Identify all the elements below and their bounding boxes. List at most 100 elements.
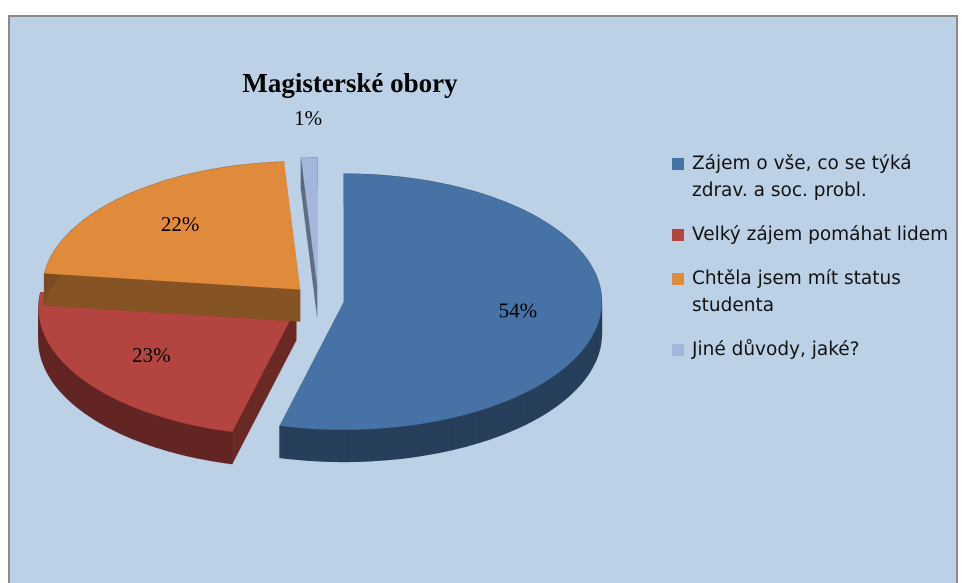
slice-rim <box>485 406 493 442</box>
slice-rim <box>196 425 204 460</box>
slice-rim <box>547 376 553 413</box>
slice-rim <box>408 424 417 459</box>
legend-item: Velký zájem pomáhat lidem <box>672 221 952 248</box>
slice-rim <box>532 385 538 422</box>
slice <box>38 292 297 432</box>
slice-rim <box>279 425 288 460</box>
slice-rim <box>415 423 424 458</box>
slice-rim <box>65 364 70 402</box>
slice-rim <box>155 414 163 450</box>
slice-rim <box>210 428 218 463</box>
slice-rim <box>363 428 372 462</box>
slice <box>301 157 318 286</box>
slice-rim <box>182 422 190 457</box>
slice-rim <box>400 425 410 459</box>
slice-rim <box>103 392 110 429</box>
slice-rim <box>347 429 357 463</box>
legend-item: Jiné důvody, jaké? <box>672 336 952 363</box>
slice-rim <box>355 429 364 463</box>
legend-label: Velký zájem pomáhat lidem <box>692 224 949 245</box>
legend-swatch <box>672 273 684 285</box>
slice-rim <box>301 427 311 462</box>
slice-rim <box>294 427 303 461</box>
data-label: 54% <box>499 299 538 323</box>
slice-rim <box>80 377 86 415</box>
slice-rim <box>465 412 473 447</box>
slice-rim <box>46 339 50 378</box>
legend-label: Zájem o vše, co se týká zdrav. a soc. pr… <box>692 153 912 201</box>
slice-rim <box>89 384 95 421</box>
slice-rim <box>224 430 233 465</box>
slice-rim <box>437 419 446 454</box>
slice-rim <box>497 401 505 437</box>
slice-rim <box>131 406 138 442</box>
slice-rim <box>478 408 486 444</box>
slice-rim <box>542 379 548 416</box>
slice-rim <box>109 395 115 432</box>
slice-rim <box>393 426 402 460</box>
slice-rim <box>50 346 55 385</box>
slice-rim <box>575 353 580 391</box>
slice-rim <box>515 394 522 430</box>
legend-swatch <box>672 158 684 170</box>
slice-rim <box>509 396 517 433</box>
slice-rim <box>581 346 586 384</box>
slice-rim <box>69 368 74 405</box>
data-label: 22% <box>161 212 200 236</box>
slice-rim <box>503 399 511 435</box>
legend-swatch <box>672 229 684 241</box>
slice-rim <box>59 357 63 395</box>
slice-rim <box>526 388 533 425</box>
slice-rim <box>423 421 432 456</box>
slice-rim <box>472 410 480 446</box>
slice-rim <box>53 350 57 388</box>
legend-label: Jiné důvody, jaké? <box>692 339 860 360</box>
slice-group <box>279 173 603 463</box>
slice-rim <box>114 398 121 434</box>
slice-rim <box>72 371 78 408</box>
slice-rim <box>189 424 197 459</box>
slice-rim <box>98 389 105 426</box>
slice-rim <box>286 426 295 460</box>
slice-rim <box>76 374 82 412</box>
legend-label: Chtěla jsem mít status studenta <box>692 268 901 316</box>
slice-rim <box>217 429 226 464</box>
slice-rim <box>85 380 90 418</box>
slice-rim <box>589 335 593 374</box>
slice-rim <box>370 428 380 462</box>
slice-rim <box>149 412 157 448</box>
slice-rim <box>385 427 395 461</box>
legend-item: Chtěla jsem mít status studenta <box>672 265 952 319</box>
slice <box>44 161 301 290</box>
slice-rim <box>168 418 176 454</box>
slice-rim <box>551 373 557 410</box>
slice-rim <box>324 429 334 463</box>
slice-rim <box>56 354 60 392</box>
slice-rim <box>491 403 499 440</box>
slice-rim <box>48 343 52 381</box>
slice-rim <box>537 382 543 419</box>
legend: Zájem o vše, co se týká zdrav. a soc. pr… <box>672 150 952 380</box>
slice-rim <box>162 416 170 452</box>
slice-rim <box>175 420 183 456</box>
slice-rim <box>125 403 132 439</box>
slice-rim <box>451 415 460 451</box>
slice-cut <box>301 158 318 318</box>
slice-rim <box>137 408 144 444</box>
slice-rim <box>568 360 573 398</box>
slice-rim <box>521 391 528 427</box>
slice-cut <box>232 308 297 464</box>
slice-rim <box>309 428 318 462</box>
slice-rim <box>430 420 439 455</box>
slice-group <box>38 291 297 465</box>
slice-rim <box>458 414 467 449</box>
slice-rim <box>571 357 577 394</box>
slice-rim <box>564 363 569 401</box>
slice-group <box>43 161 301 322</box>
slice-rim <box>560 367 566 404</box>
chart-title: Magisterské obory <box>242 68 458 98</box>
slice-group <box>300 157 318 318</box>
legend-item: Zájem o vše, co se týká zdrav. a soc. pr… <box>672 150 952 204</box>
